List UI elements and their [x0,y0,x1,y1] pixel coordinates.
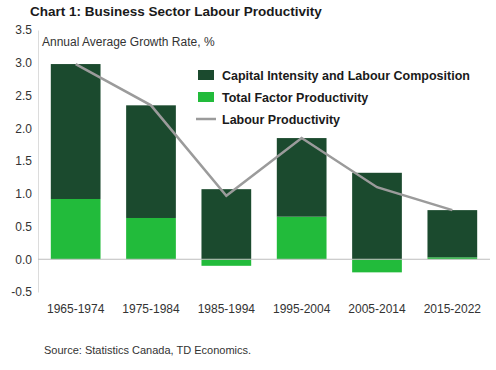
x-tick-label: 2005-2014 [348,302,406,316]
y-tick-label: 2.5 [15,89,32,103]
legend-swatch [198,70,214,80]
x-tick-label: 2015-2022 [424,302,482,316]
legend-label: Capital Intensity and Labour Composition [222,69,470,83]
bar [427,210,477,257]
bar [51,199,101,259]
legend-swatch [196,118,216,121]
bar [201,189,251,259]
bar [51,64,101,199]
x-tick: 2005-2014 [348,292,406,316]
y-tick-label: 3.0 [15,56,32,70]
bar-series [51,199,477,272]
bar [201,259,251,266]
y-tick-label: 3.5 [15,23,32,37]
bar [352,259,402,272]
legend-swatch [198,92,214,102]
y-tick-label: 1.0 [15,187,32,201]
y-axis-line [38,31,39,293]
bar-series [51,64,477,259]
bar [277,217,327,260]
x-tick: 1985-1994 [198,292,256,316]
y-axis-label: Annual Average Growth Rate, % [42,35,215,49]
legend-label: Labour Productivity [222,113,340,127]
y-tick-label: 1.5 [15,154,32,168]
y-tick-label: -0.5 [11,285,32,299]
zero-line [38,259,490,260]
source: Source: Statistics Canada, TD Economics. [44,344,251,356]
x-tick: 1975-1984 [122,292,180,316]
x-tick: 1965-1974 [47,292,105,316]
y-tick: 0.5 [15,220,38,234]
x-tick: 2015-2022 [424,292,482,316]
x-tick-label: 1995-2004 [273,302,331,316]
x-tick: 1995-2004 [273,292,331,316]
y-tick: 1.0 [15,187,38,201]
y-tick: 2.5 [15,89,38,103]
x-tick-label: 1975-1984 [122,302,180,316]
y-tick: 3.5 [15,23,38,37]
legend-label: Total Factor Productivity [222,91,368,105]
x-tick-label: 1985-1994 [198,302,256,316]
y-tick: 0.0 [15,253,38,267]
y-tick: 2.0 [15,122,38,136]
y-tick-label: 0.0 [15,253,32,267]
chart: Chart 1: Business Sector Labour Producti… [0,0,496,370]
x-tick-label: 1965-1974 [47,302,105,316]
title: Chart 1: Business Sector Labour Producti… [30,4,322,19]
x-axis: 1965-1974 1975-1984 1985-1994 1995-2004 2005… [47,292,481,316]
legend: Capital Intensity and Labour Composition… [196,69,470,127]
bar [126,105,176,218]
y-axis: -0.5 0.0 0.5 1.0 1.5 2.0 2.5 3.0 3.5 [11,23,38,299]
y-tick-label: 2.0 [15,122,32,136]
y-tick: 1.5 [15,154,38,168]
y-tick: 3.0 [15,56,38,70]
y-tick: -0.5 [11,285,38,299]
plot-area [38,64,490,272]
y-tick-label: 0.5 [15,220,32,234]
line [76,64,453,210]
bar [126,218,176,259]
